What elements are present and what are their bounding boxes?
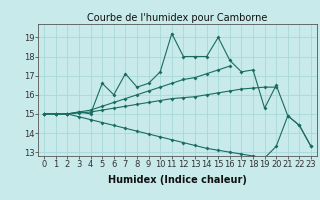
- Title: Courbe de l'humidex pour Camborne: Courbe de l'humidex pour Camborne: [87, 13, 268, 23]
- X-axis label: Humidex (Indice chaleur): Humidex (Indice chaleur): [108, 175, 247, 185]
